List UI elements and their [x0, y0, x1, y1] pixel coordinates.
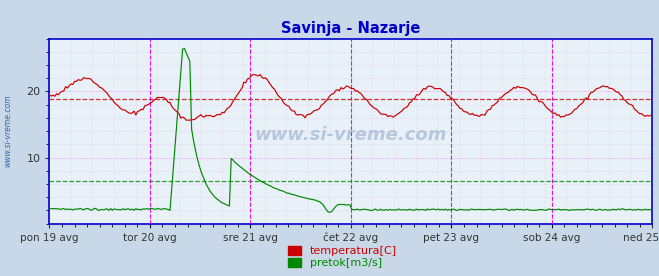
Text: www.si-vreme.com: www.si-vreme.com [4, 95, 13, 168]
Legend: temperatura[C], pretok[m3/s]: temperatura[C], pretok[m3/s] [286, 243, 399, 270]
Title: Savinja - Nazarje: Savinja - Nazarje [281, 21, 420, 36]
Text: www.si-vreme.com: www.si-vreme.com [254, 126, 447, 144]
